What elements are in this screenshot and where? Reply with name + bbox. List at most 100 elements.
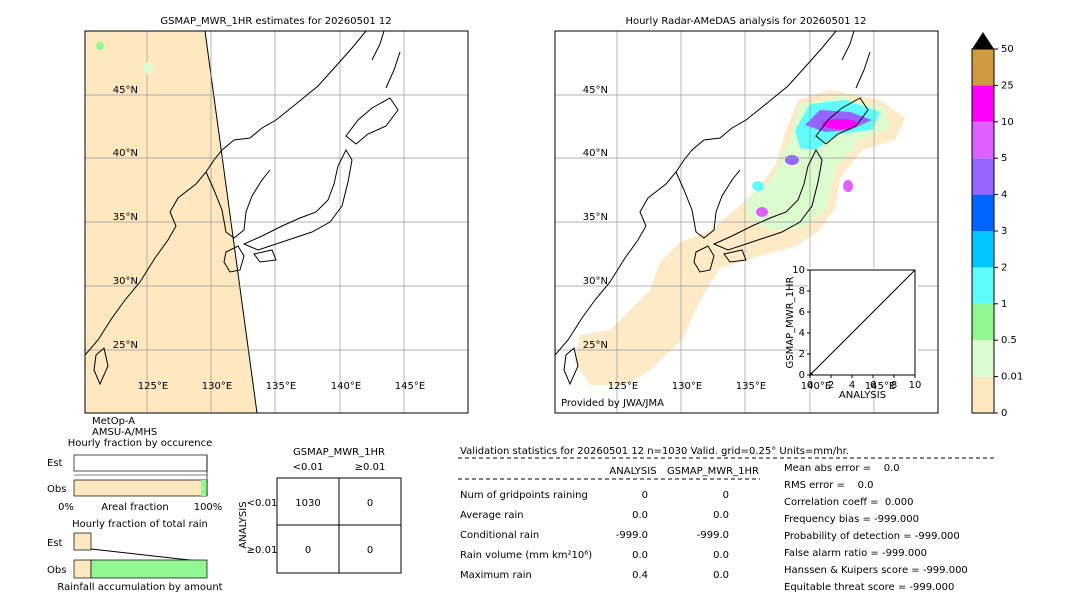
lon-label: 125°E <box>608 381 638 392</box>
stat-value: 0.0 <box>713 570 729 581</box>
lon-label: 145°E <box>395 381 425 392</box>
colorbar-label: 0.01 <box>1001 372 1023 383</box>
row-label: Obs <box>47 565 66 576</box>
lon-label: 140°E <box>331 381 361 392</box>
lon-label: 125°E <box>138 381 168 392</box>
colorbar-segment <box>972 194 994 231</box>
colorbar-label: 1 <box>1001 299 1007 310</box>
map-title: Hourly Radar-AMeDAS analysis for 2026050… <box>625 16 866 27</box>
axis-label: Rainfall accumulation by amount <box>57 582 222 593</box>
x-tick-label: 0 <box>807 380 813 391</box>
lat-label: 25°N <box>113 340 138 351</box>
left-map-area <box>85 31 468 413</box>
stat-label: Num of gridpoints raining <box>460 490 588 501</box>
axis-label: ANALYSIS <box>238 501 249 548</box>
stats-header: Validation statistics for 20260501 12 n=… <box>460 446 849 457</box>
colorbar-label: 50 <box>1001 44 1014 55</box>
lat-label: 30°N <box>113 276 138 287</box>
right-map-frame <box>554 30 939 414</box>
satellite-note: MetOp-A <box>92 416 135 427</box>
colorbar-label: 25 <box>1001 80 1014 91</box>
obs-bar <box>73 479 208 497</box>
stat-value: 0.4 <box>632 570 648 581</box>
colorbar-segment <box>972 85 994 122</box>
y-tick-label: 6 <box>799 307 805 318</box>
colorbar-segment <box>972 267 994 304</box>
lat-label: 40°N <box>583 148 608 159</box>
row-label: Obs <box>47 484 66 495</box>
colorbar-label: 0.5 <box>1001 335 1017 346</box>
stat-value: 0 <box>642 490 648 501</box>
y-tick-label: 0 <box>799 370 805 381</box>
colorbar-segment <box>972 158 994 195</box>
colorbar-extend <box>972 32 994 49</box>
column-label: <0.01 <box>293 462 324 473</box>
lat-label: 45°N <box>583 85 608 96</box>
lat-label: 45°N <box>113 85 138 96</box>
column-label: ≥0.01 <box>355 462 386 473</box>
x-tick-label: 10 <box>909 380 922 391</box>
lat-label: 35°N <box>583 212 608 223</box>
score: RMS error = 0.0 <box>784 480 874 491</box>
table-title: GSMAP_MWR_1HR <box>293 447 385 458</box>
stat-value: -999.0 <box>697 530 729 541</box>
scatter-background <box>808 268 918 378</box>
lat-label: 40°N <box>113 148 138 159</box>
maps <box>84 30 939 414</box>
diagonal <box>809 269 916 376</box>
row-label: Est <box>47 538 63 549</box>
point <box>809 372 813 376</box>
colorbar-label: 0 <box>1001 408 1007 419</box>
lat-label: 35°N <box>113 212 138 223</box>
colorbar-label: 4 <box>1001 190 1007 201</box>
lon-label: 130°E <box>672 381 702 392</box>
scatter-frame <box>809 269 916 376</box>
lat-label: 25°N <box>583 340 608 351</box>
table-cell: 0 <box>367 545 373 556</box>
axis-label: 100% <box>194 502 223 513</box>
lon-label: 140°E <box>801 381 831 392</box>
score: False alarm ratio = -999.000 <box>784 548 927 559</box>
colorbar-label: 5 <box>1001 153 1007 164</box>
lon-label: 135°E <box>266 381 296 392</box>
row-label: ≥0.01 <box>247 545 278 556</box>
colorbar-segment <box>972 49 994 86</box>
stat-label: Average rain <box>460 510 524 521</box>
obs-bar-rain <box>90 559 208 579</box>
score: Equitable threat score = -999.000 <box>784 582 954 593</box>
lon-label: 130°E <box>202 381 232 392</box>
x-axis-label: ANALYSIS <box>839 390 886 401</box>
obs-bar-rain <box>201 480 207 496</box>
colorbar-segment <box>972 303 994 341</box>
score: Hanssen & Kuipers score = -999.000 <box>784 565 968 576</box>
stat-value: 0.0 <box>713 550 729 561</box>
y-tick-label: 4 <box>799 328 805 339</box>
table-cell: 0 <box>367 498 373 509</box>
row-label: Est <box>47 458 63 469</box>
colorbar-segment <box>972 376 994 413</box>
x-tick-label: 8 <box>891 380 897 391</box>
obs-bar <box>73 559 92 579</box>
colorbar-segment <box>972 121 994 159</box>
stat-label: Maximum rain <box>460 570 532 581</box>
column-label: GSMAP_MWR_1HR <box>667 466 759 477</box>
left-map-frame <box>84 30 469 414</box>
x-tick-label: 4 <box>849 380 855 391</box>
stat-label: Conditional rain <box>460 530 539 541</box>
axis-label: Areal fraction <box>101 502 168 513</box>
panel-title: Hourly fraction by occurence <box>68 438 212 449</box>
lat-label: 30°N <box>583 276 608 287</box>
y-tick-label: 10 <box>792 265 805 276</box>
satellite-note: AMSU-A/MHS <box>92 427 157 438</box>
lon-label: 135°E <box>736 381 766 392</box>
map-title: GSMAP_MWR_1HR estimates for 20260501 12 <box>160 16 391 27</box>
score: Probability of detection = -999.000 <box>784 531 960 542</box>
lon-label: 145°E <box>865 381 895 392</box>
stat-value: 0.0 <box>632 550 648 561</box>
colorbar-segment <box>972 231 994 268</box>
est-bar <box>73 454 208 472</box>
panel-title: Hourly fraction of total rain <box>72 519 208 530</box>
score: Correlation coeff = 0.000 <box>784 497 914 508</box>
stat-value: -999.0 <box>616 530 648 541</box>
